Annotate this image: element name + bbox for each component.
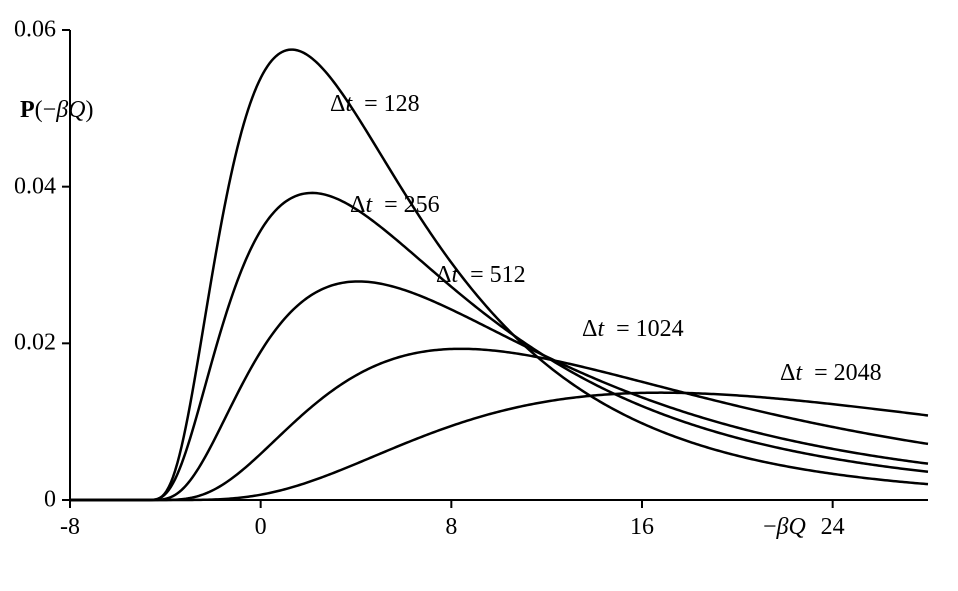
x-tick-label: 0 — [255, 514, 267, 541]
x-tick-label: -8 — [60, 514, 80, 541]
x-tick-label: 24 — [821, 514, 845, 541]
chart-svg — [0, 0, 958, 591]
series-label-dt256: Δt = 256 — [350, 192, 440, 219]
y-tick-label: 0.04 — [14, 173, 56, 200]
x-tick-label: 8 — [445, 514, 457, 541]
chart-container: P(−βQ) −βQ Δt = 128 Δt = 256 Δt = 512 Δt = … — [0, 0, 958, 591]
x-tick-label: 16 — [630, 514, 654, 541]
y-axis-label: P(−βQ) — [20, 97, 94, 124]
y-tick-label: 0.06 — [14, 17, 56, 44]
series-label-dt1024: Δt = 1024 — [582, 316, 684, 343]
series-label-dt128: Δt = 128 — [330, 91, 420, 118]
series-dt256 — [70, 193, 928, 500]
y-tick-label: 0.02 — [14, 330, 56, 357]
y-tick-label: 0 — [44, 487, 56, 514]
x-axis-label: −βQ — [763, 514, 806, 541]
series-label-dt2048: Δt = 2048 — [780, 360, 882, 387]
series-dt512 — [70, 281, 928, 500]
series-label-dt512: Δt = 512 — [436, 262, 526, 289]
